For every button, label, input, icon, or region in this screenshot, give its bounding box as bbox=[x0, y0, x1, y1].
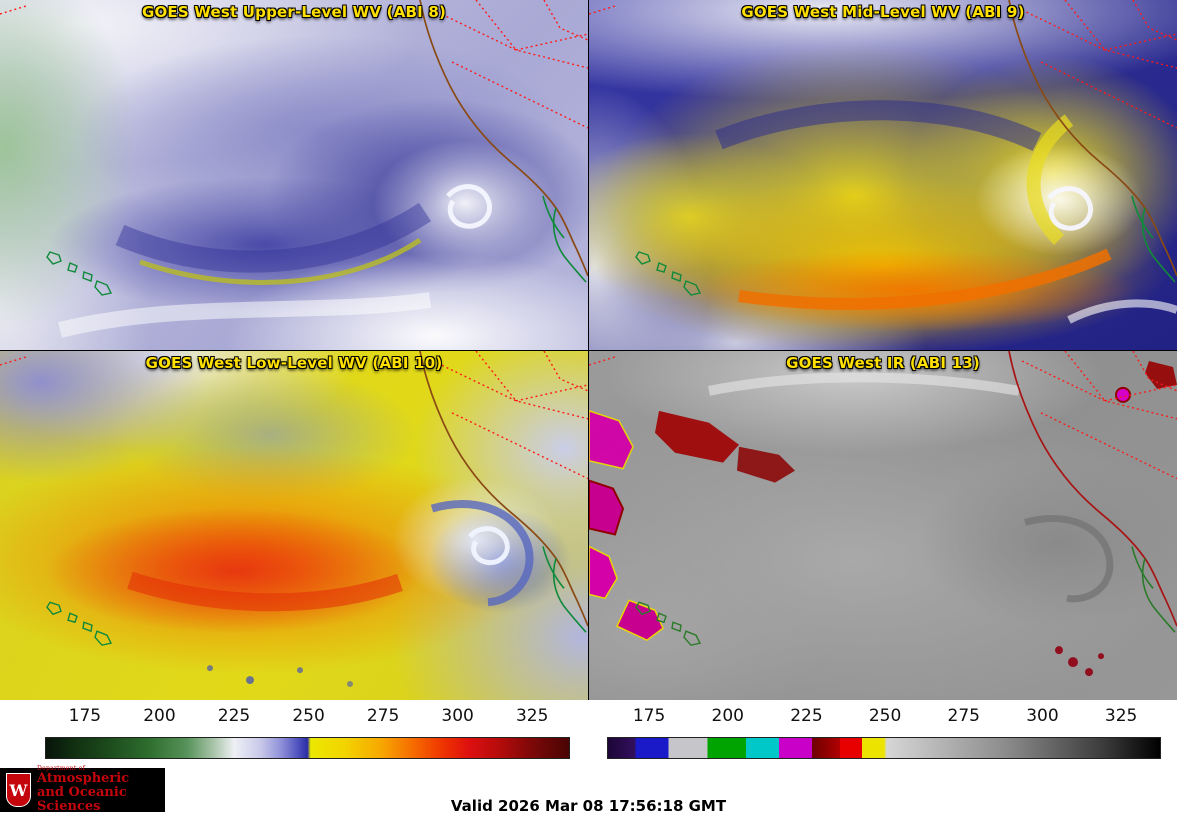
map-overlay bbox=[589, 351, 1177, 646]
map-overlay bbox=[589, 0, 1177, 296]
wv-colorbar: 175 200 225 250 275 300 325 bbox=[45, 704, 570, 766]
ir-colorbar-ticks: 175 200 225 250 275 300 325 bbox=[607, 704, 1161, 730]
hawaii-islands bbox=[46, 251, 113, 296]
tick-label: 275 bbox=[366, 706, 400, 726]
hawaii-islands bbox=[46, 601, 113, 646]
state-boundaries bbox=[0, 351, 588, 480]
valid-time: Valid 2026 Mar 08 17:56:18 GMT bbox=[450, 797, 727, 815]
cloud-texture-low-wv bbox=[127, 500, 534, 688]
wv-colorbar-ticks: 175 200 225 250 275 300 325 bbox=[45, 704, 570, 730]
tick-label: 300 bbox=[1026, 706, 1059, 726]
dept-line1: Atmospheric bbox=[37, 771, 130, 787]
map-overlay bbox=[0, 351, 588, 646]
tick-label: 250 bbox=[292, 706, 325, 726]
dept-line2: and Oceanic Sciences bbox=[37, 785, 127, 815]
tick-label: 275 bbox=[947, 706, 980, 726]
tick-label: 200 bbox=[143, 706, 176, 726]
cloud-texture-mid-wv bbox=[715, 100, 1177, 324]
uw-aos-logo: W Department of Atmospheric and Oceanic … bbox=[0, 764, 165, 815]
cloud-texture-ir bbox=[589, 360, 1177, 677]
state-boundaries bbox=[0, 0, 588, 129]
logo-text: Department of Atmospheric and Oceanic Sc… bbox=[37, 764, 159, 815]
uw-crest-icon: W bbox=[6, 773, 31, 807]
tick-label: 225 bbox=[790, 706, 823, 726]
panel-title-ir: GOES West IR (ABI 13) bbox=[786, 354, 980, 372]
hawaii-islands bbox=[635, 601, 702, 646]
panel-low-level-wv: GOES West Low-Level WV (ABI 10) bbox=[0, 351, 588, 700]
ir-colorbar-gradient bbox=[607, 737, 1161, 759]
panel-ir: GOES West IR (ABI 13) bbox=[589, 351, 1177, 700]
map-overlay bbox=[0, 0, 588, 296]
tick-label: 300 bbox=[441, 706, 474, 726]
panel-title-upper-wv: GOES West Upper-Level WV (ABI 8) bbox=[141, 3, 447, 21]
panel-mid-level-wv: GOES West Mid-Level WV (ABI 9) bbox=[589, 0, 1177, 350]
ir-colorbar: 175 200 225 250 275 300 325 bbox=[607, 704, 1161, 766]
state-boundaries bbox=[589, 0, 1177, 129]
hawaii-islands bbox=[635, 251, 702, 296]
dept-prefix: Department of bbox=[37, 764, 86, 772]
tick-label: 225 bbox=[217, 706, 251, 726]
tick-label: 175 bbox=[632, 706, 666, 726]
tick-label: 175 bbox=[68, 706, 102, 726]
cloud-texture-upper-wv bbox=[58, 184, 492, 338]
state-boundaries bbox=[589, 351, 1177, 480]
tick-label: 200 bbox=[711, 706, 744, 726]
tick-label: 250 bbox=[868, 706, 902, 726]
tick-label: 325 bbox=[1104, 706, 1138, 726]
panel-title-low-wv: GOES West Low-Level WV (ABI 10) bbox=[145, 354, 443, 372]
panel-upper-level-wv: GOES West Upper-Level WV (ABI 8) bbox=[0, 0, 588, 350]
satellite-panel-grid: GOES West Upper-Level WV (ABI 8) bbox=[0, 0, 1177, 700]
footer: W Department of Atmospheric and Oceanic … bbox=[0, 764, 1177, 820]
panel-title-mid-wv: GOES West Mid-Level WV (ABI 9) bbox=[741, 3, 1025, 21]
crest-monogram: W bbox=[9, 780, 28, 800]
tick-label: 325 bbox=[515, 706, 549, 726]
wv-colorbar-gradient bbox=[45, 737, 570, 759]
colorbar-row: 175 200 225 250 275 300 325 175 200 225 … bbox=[0, 700, 1177, 768]
